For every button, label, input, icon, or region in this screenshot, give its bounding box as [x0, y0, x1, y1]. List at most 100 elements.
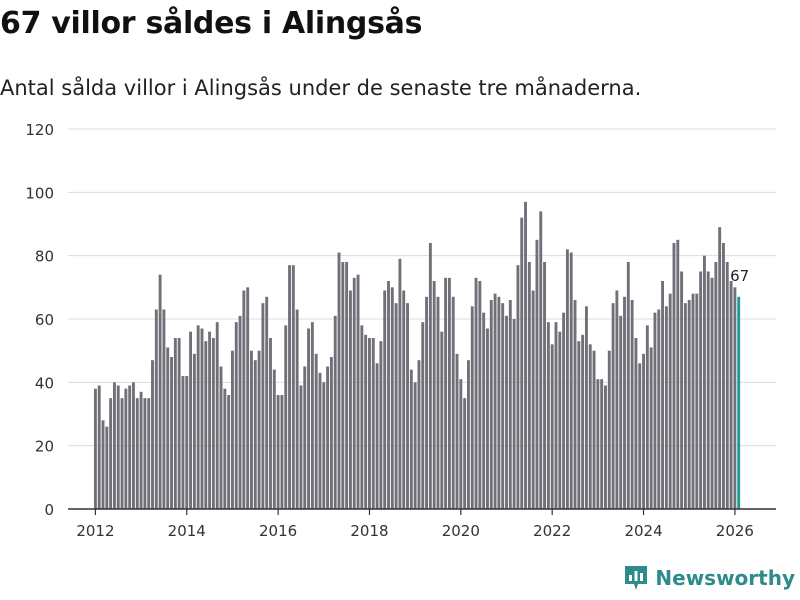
bar — [611, 303, 615, 509]
x-tick-label: 2024 — [624, 522, 662, 540]
bar-chart: 0 20 40 60 80 100 120 2012 2014 2016 2018 2020 2022 2… — [25, 121, 776, 540]
bar — [562, 312, 566, 509]
bar — [314, 353, 318, 509]
bar — [733, 287, 737, 509]
bar — [516, 265, 520, 509]
bar — [676, 239, 680, 509]
y-tick-label: 60 — [35, 311, 54, 329]
bar — [105, 426, 109, 509]
bar — [295, 309, 299, 509]
bar — [505, 315, 508, 509]
bar — [653, 312, 657, 509]
bar — [307, 328, 311, 509]
bar — [683, 303, 687, 509]
x-tick-label: 2018 — [350, 522, 388, 540]
bar — [486, 328, 489, 509]
bar — [291, 265, 295, 509]
bar — [215, 322, 219, 509]
x-tick-label: 2022 — [533, 522, 571, 540]
bar — [634, 338, 638, 509]
x-tick-label: 2016 — [259, 522, 297, 540]
bar — [356, 274, 360, 509]
bar — [371, 338, 375, 509]
bar — [421, 322, 425, 509]
bar — [280, 395, 284, 509]
bar — [524, 201, 527, 509]
bar — [132, 382, 135, 509]
bar — [436, 296, 440, 509]
bar — [173, 338, 177, 509]
bar — [428, 243, 432, 509]
last-value-label: 67 — [730, 267, 749, 285]
bar — [470, 306, 474, 509]
bar — [93, 388, 97, 509]
bar — [661, 281, 665, 509]
bar — [584, 306, 588, 509]
bar — [466, 360, 470, 509]
bars — [93, 201, 741, 510]
bar — [284, 325, 288, 509]
bar — [718, 227, 722, 510]
bar — [702, 255, 706, 509]
bar — [219, 366, 223, 509]
bar — [223, 388, 227, 509]
bar — [444, 277, 448, 509]
bar — [352, 277, 356, 509]
bar — [348, 290, 352, 509]
bar — [604, 385, 607, 509]
bar — [565, 249, 569, 509]
bar — [493, 293, 497, 509]
bar — [360, 325, 364, 509]
bar — [196, 325, 200, 509]
bar — [181, 376, 185, 509]
bar — [101, 420, 105, 509]
bar — [208, 331, 212, 509]
bar — [158, 274, 162, 509]
bar — [238, 315, 242, 509]
bar — [310, 322, 314, 509]
bar — [318, 372, 322, 509]
bar — [230, 350, 234, 509]
bar — [672, 243, 676, 509]
bar — [394, 303, 398, 509]
bar — [185, 376, 189, 509]
bar — [447, 277, 451, 509]
bar — [478, 281, 482, 509]
bar — [337, 252, 341, 509]
bar — [112, 382, 116, 509]
y-tick-label: 80 — [35, 248, 54, 266]
bar — [192, 353, 196, 509]
x-tick-label: 2020 — [442, 522, 480, 540]
bar — [147, 398, 151, 509]
bar — [687, 300, 691, 509]
bar — [451, 296, 455, 509]
bar — [546, 322, 550, 509]
bar — [680, 271, 684, 509]
bar — [600, 379, 604, 509]
bar — [383, 290, 387, 509]
bar — [234, 322, 238, 509]
bar — [120, 398, 124, 509]
bar — [151, 360, 154, 509]
bar — [402, 290, 406, 509]
bar — [303, 366, 307, 509]
bar — [333, 315, 337, 509]
bar — [379, 341, 383, 509]
bar — [588, 344, 592, 509]
bar — [139, 391, 143, 509]
bar — [729, 281, 733, 509]
bar — [554, 322, 558, 509]
bar — [626, 262, 630, 509]
x-tick-label: 2026 — [716, 522, 754, 540]
bar — [375, 363, 379, 509]
bar — [463, 398, 467, 509]
bar — [722, 243, 725, 509]
bar — [398, 258, 402, 509]
bar — [211, 338, 215, 509]
bar — [299, 385, 303, 509]
bar — [695, 293, 699, 509]
y-tick-label: 120 — [25, 121, 54, 139]
newsworthy-brand[interactable]: Newsworthy — [623, 564, 795, 592]
bar — [204, 341, 208, 509]
bar — [531, 290, 535, 509]
